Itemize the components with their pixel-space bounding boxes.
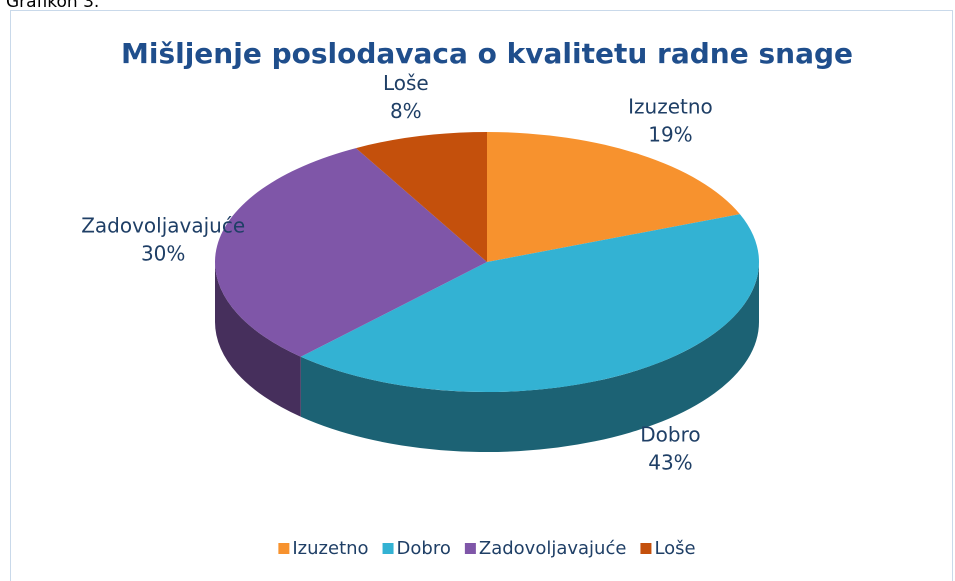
legend-label: Zadovoljavajuće [479, 538, 627, 559]
data-label: 8% [390, 99, 422, 123]
legend: Izuzetno Dobro Zadovoljavajuće Loše [278, 538, 696, 559]
data-label: 30% [141, 241, 185, 265]
legend-swatch [278, 543, 290, 554]
data-label-name: Zadovoljavajuće [81, 213, 245, 237]
data-label: 19% [648, 123, 692, 147]
legend-swatch [464, 543, 476, 554]
legend-label: Loše [654, 538, 695, 559]
slice [300, 214, 760, 393]
slice-side [300, 262, 759, 452]
data-label: 43% [648, 450, 692, 474]
data-label-name: Dobro [640, 422, 700, 446]
slice-side [215, 262, 301, 417]
slice [355, 132, 487, 262]
legend-label: Izuzetno [292, 538, 368, 559]
legend-swatch [640, 543, 652, 554]
slice [487, 132, 740, 262]
chart-title: Mišljenje poslodavaca o kvalitetu radne … [121, 37, 853, 70]
data-label-name: Izuzetno [628, 95, 713, 119]
caption: Grafikon 3. [6, 0, 99, 12]
legend-label: Dobro [397, 538, 451, 559]
legend-swatch [382, 543, 394, 554]
slice [215, 148, 487, 357]
data-label-name: Loše [383, 71, 429, 95]
